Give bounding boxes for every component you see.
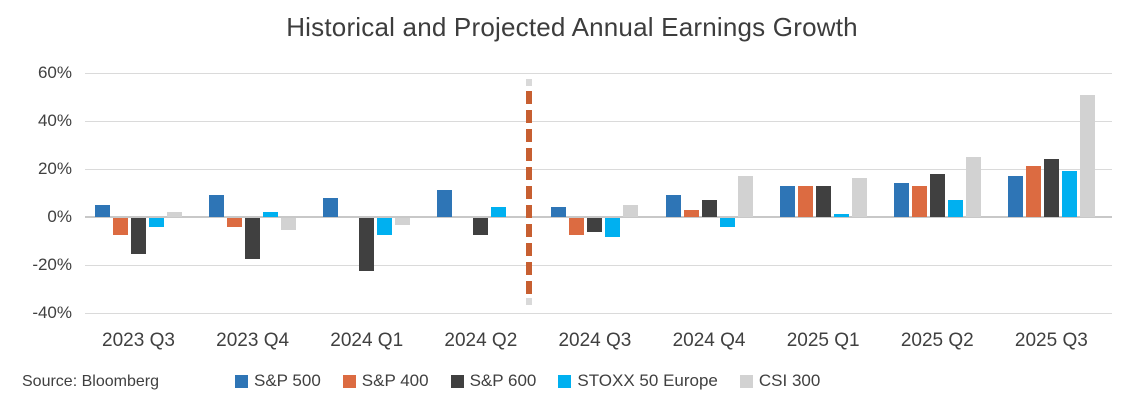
bar-s-p-600-2025-q2 <box>929 173 945 217</box>
y-tick-label-20: 20% <box>37 158 72 178</box>
bar-s-p-600-2023-q3 <box>131 217 146 254</box>
y-tick-label-60: 60% <box>37 62 72 82</box>
bar-s-p-500-2023-q4 <box>209 195 225 217</box>
bar-s-p-400-2025-q2 <box>911 185 927 217</box>
gridline--40 <box>85 312 1112 314</box>
gridline-60 <box>85 72 1112 74</box>
y-tick-label--20: -20% <box>32 254 72 274</box>
legend-item-s-p-500: S&P 500 <box>235 371 321 391</box>
x-tick-label-2025-q3: 2025 Q3 <box>1014 330 1088 351</box>
bar-stoxx-50-europe-2024-q1 <box>377 217 393 235</box>
bar-s-p-500-2025-q3 <box>1007 176 1023 217</box>
bar-csi-300-2024-q1 <box>395 217 411 225</box>
bar-s-p-400-2024-q3 <box>569 217 585 235</box>
gridline-20 <box>85 168 1112 170</box>
bar-s-p-600-2024-q2 <box>473 217 489 235</box>
source-note: Source: Bloomberg <box>22 373 159 390</box>
bar-csi-300-2025-q3 <box>1079 94 1095 217</box>
forecast-divider-dash <box>526 298 532 305</box>
legend-swatch-csi-300 <box>739 374 753 388</box>
forecast-divider-dash <box>526 79 532 86</box>
bar-s-p-600-2024-q1 <box>359 217 375 271</box>
gridline-40 <box>85 120 1112 122</box>
x-tick-label-2023-q3: 2023 Q3 <box>102 330 175 351</box>
x-tick-label-2024-q3: 2024 Q3 <box>558 330 632 351</box>
forecast-divider-dash <box>526 243 532 256</box>
chart-legend: S&P 500 S&P 400 S&P 600 STOXX 50 Europe CSI … <box>235 371 820 391</box>
legend-label-csi-300: CSI 300 <box>758 371 821 390</box>
bar-s-p-500-2025-q2 <box>893 183 909 217</box>
bar-s-p-600-2023-q4 <box>245 217 261 259</box>
legend-label-s-p-400: S&P 400 <box>361 371 429 390</box>
bar-csi-300-2023-q3 <box>167 212 182 217</box>
x-tick-label-2025-q2: 2025 Q2 <box>900 330 974 351</box>
bar-s-p-500-2024-q4 <box>665 195 681 217</box>
bar-s-p-400-2025-q1 <box>797 185 813 217</box>
x-tick-label-2023-q4: 2023 Q4 <box>216 330 290 351</box>
forecast-divider-dash <box>526 224 532 237</box>
legend-swatch-stoxx-50-europe <box>558 374 572 388</box>
bar-s-p-500-2024-q2 <box>437 190 453 217</box>
legend-item-s-p-600: S&P 600 <box>450 371 537 391</box>
forecast-divider-dash <box>526 110 532 123</box>
bar-csi-300-2024-q4 <box>737 176 753 217</box>
y-tick-label-0: 0% <box>47 206 72 226</box>
legend-item-stoxx-50-europe: STOXX 50 Europe <box>558 371 718 391</box>
forecast-divider-dash <box>526 186 532 199</box>
bar-stoxx-50-europe-2024-q4 <box>719 217 735 228</box>
bar-s-p-400-2024-q4 <box>683 209 699 217</box>
forecast-divider-dash <box>526 205 532 218</box>
bar-s-p-600-2025-q1 <box>815 185 831 217</box>
bar-stoxx-50-europe-2025-q1 <box>833 214 849 217</box>
bar-stoxx-50-europe-2024-q2 <box>491 207 507 217</box>
y-tick-label-40: 40% <box>37 110 72 130</box>
legend-item-s-p-400: S&P 400 <box>342 371 429 391</box>
x-tick-label-2024-q1: 2024 Q1 <box>330 330 404 351</box>
bar-stoxx-50-europe-2024-q3 <box>605 217 621 237</box>
forecast-divider-dash <box>526 148 532 161</box>
y-tick-label--40: -40% <box>32 302 72 322</box>
forecast-divider-dash <box>526 129 532 142</box>
legend-label-stoxx-50-europe: STOXX 50 Europe <box>577 371 718 390</box>
bar-s-p-500-2023-q3 <box>95 204 110 217</box>
bar-s-p-500-2024-q1 <box>323 197 339 217</box>
bar-s-p-600-2024-q3 <box>587 217 603 233</box>
zero-axis-line <box>85 215 1112 218</box>
forecast-divider-dash <box>526 262 532 275</box>
bar-s-p-400-2023-q4 <box>227 217 243 228</box>
legend-swatch-s-p-400 <box>342 374 356 388</box>
bar-stoxx-50-europe-2025-q2 <box>947 200 963 217</box>
forecast-divider-dash <box>526 91 532 104</box>
bar-stoxx-50-europe-2025-q3 <box>1061 171 1077 217</box>
bar-s-p-600-2025-q3 <box>1043 159 1059 217</box>
bar-csi-300-2023-q4 <box>281 217 297 230</box>
bar-s-p-600-2024-q4 <box>701 200 717 217</box>
legend-label-s-p-600: S&P 600 <box>469 371 537 390</box>
bar-s-p-400-2023-q3 <box>113 217 128 235</box>
bar-stoxx-50-europe-2023-q3 <box>149 217 164 228</box>
bar-s-p-400-2025-q3 <box>1025 166 1041 217</box>
legend-item-csi-300: CSI 300 <box>739 371 821 391</box>
legend-label-s-p-500: S&P 500 <box>254 371 321 390</box>
x-tick-label-2024-q2: 2024 Q2 <box>444 330 518 351</box>
gridline--20 <box>85 264 1112 266</box>
bar-csi-300-2025-q2 <box>965 156 981 217</box>
bar-csi-300-2025-q1 <box>851 178 867 217</box>
bar-s-p-500-2025-q1 <box>779 185 795 217</box>
bar-s-p-500-2024-q3 <box>551 207 567 217</box>
forecast-divider-dash <box>526 281 532 294</box>
legend-swatch-s-p-500 <box>235 374 248 388</box>
bar-csi-300-2024-q3 <box>623 204 639 217</box>
x-tick-label-2024-q4: 2024 Q4 <box>672 330 746 351</box>
legend-swatch-s-p-600 <box>450 374 464 388</box>
x-tick-label-2025-q1: 2025 Q1 <box>786 330 860 351</box>
chart-title: Historical and Projected Annual Earnings… <box>286 12 858 42</box>
bar-stoxx-50-europe-2023-q4 <box>263 212 279 217</box>
forecast-divider-dash <box>526 167 532 180</box>
